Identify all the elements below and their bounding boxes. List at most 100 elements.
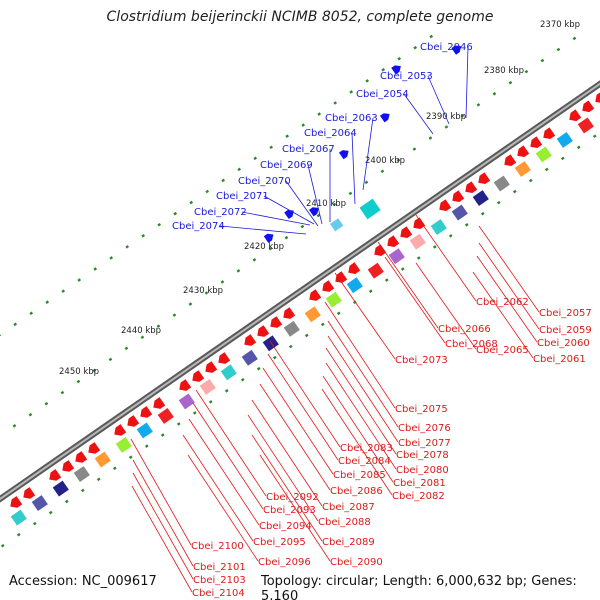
scale-dots-outer (45, 300, 50, 304)
kbp-tick-label: 2430 kbp (183, 286, 223, 296)
scale-dots-outer (269, 145, 274, 150)
colored-feature-box (136, 422, 153, 439)
colored-feature-box (514, 161, 531, 177)
reverse-leader-line (472, 271, 534, 359)
scale-dots-inner (320, 322, 325, 327)
forward-gene-arrow (338, 150, 349, 160)
gene-arrow-shape (439, 199, 452, 211)
scale-dots-inner (112, 466, 117, 471)
gene-arrow-shape (179, 379, 192, 391)
scale-dots-mid (332, 202, 337, 207)
gene-arrow-shape (192, 370, 205, 382)
forward-leader-line (285, 180, 319, 227)
scale-dots-mid (236, 269, 241, 273)
gene-box-shape (430, 219, 447, 236)
reverse-leader-line (192, 402, 264, 510)
gene-arrow-shape (504, 154, 517, 167)
gene-arrow-shape (49, 469, 62, 481)
forward-gene-arrow (284, 209, 294, 220)
scale-dots-outer (205, 189, 210, 194)
reverse-gene-arrow (569, 109, 582, 122)
reverse-leader-line (327, 335, 399, 443)
gene-arrow-shape (309, 289, 322, 301)
colored-feature-box (430, 219, 447, 236)
gene-box-shape (514, 161, 531, 177)
forward-leader-line (465, 46, 469, 119)
reverse-gene-arrow (348, 262, 361, 274)
reverse-gene-label: Cbei_2095 (253, 537, 306, 548)
reverse-gene-label: Cbei_2100 (191, 541, 244, 552)
reverse-gene-arrow (205, 361, 218, 373)
reverse-gene-label: Cbei_2090 (330, 557, 383, 568)
reverse-leader-line (384, 256, 446, 344)
colored-feature-box (199, 378, 216, 395)
gene-box-shape (329, 218, 344, 232)
scale-dots-mid (556, 47, 561, 52)
reverse-gene-label: Cbei_2075 (395, 404, 448, 415)
scale-dots-inner (592, 134, 597, 139)
reverse-gene-arrow (478, 172, 491, 185)
colored-feature-box (94, 451, 111, 468)
colored-feature-box (178, 393, 195, 410)
scale-dots-outer (253, 156, 258, 161)
gene-box-shape (52, 480, 69, 497)
reverse-gene-label: Cbei_2085 (333, 470, 386, 481)
reverse-gene-label: Cbei_2059 (539, 325, 592, 336)
reverse-gene-arrow (49, 469, 62, 481)
scale-dots-inner (176, 422, 181, 426)
gene-arrow-shape (478, 172, 491, 185)
reverse-gene-label: Cbei_2093 (263, 505, 316, 516)
reverse-gene-arrow (335, 271, 348, 283)
reverse-gene-arrow (595, 91, 600, 104)
forward-gene-label: Cbei_2064 (304, 128, 357, 139)
reverse-gene-label: Cbei_2073 (395, 355, 448, 366)
forward-leader-line (219, 225, 307, 235)
reverse-gene-arrow (374, 244, 387, 256)
scale-dots-mid (140, 335, 145, 340)
gene-arrow-shape (391, 65, 401, 75)
gene-arrow-shape (10, 496, 23, 508)
scale-dots-mid (124, 346, 129, 351)
forward-gene-label: Cbei_2053 (380, 71, 433, 82)
gene-box-shape (388, 248, 405, 265)
scale-dots-mid (380, 169, 385, 174)
scale-dots-mid (444, 125, 449, 129)
reverse-gene-label: Cbei_2104 (192, 588, 245, 599)
scale-dots-mid (108, 357, 113, 362)
gene-arrow-shape (374, 244, 387, 256)
scale-dots-inner (400, 267, 405, 271)
reverse-gene-arrow (465, 181, 478, 194)
reverse-gene-label: Cbei_2084 (338, 456, 391, 467)
reverse-gene-arrow (257, 325, 270, 337)
forward-leader-line (427, 75, 450, 125)
reverse-gene-arrow (153, 397, 166, 409)
scale-dots-mid (428, 136, 433, 140)
gene-arrow-shape (127, 415, 140, 427)
scale-dots-outer (413, 45, 418, 50)
scale-dots-inner (240, 377, 245, 382)
colored-feature-box (283, 320, 300, 337)
gene-arrow-shape (338, 150, 349, 160)
gene-box-shape (304, 306, 321, 323)
forward-feature-box (329, 218, 344, 232)
forward-gene-label: Cbei_2069 (260, 160, 313, 171)
reverse-gene-label: Cbei_2080 (396, 465, 449, 476)
scale-dots-inner (384, 278, 389, 282)
gene-arrow-shape (244, 334, 257, 346)
gene-box-shape (556, 132, 573, 148)
scale-dots-inner (560, 156, 565, 161)
reverse-leader-line (415, 214, 477, 302)
reverse-gene-label: Cbei_2077 (398, 438, 451, 449)
gene-box-shape (325, 291, 342, 308)
reverse-leader-line (132, 459, 194, 567)
reverse-leader-line (322, 375, 394, 483)
gene-arrow-shape (569, 109, 582, 122)
scale-dots-mid (188, 302, 193, 306)
reverse-gene-arrow (387, 235, 400, 247)
colored-feature-box (577, 117, 594, 134)
gene-box-shape (241, 349, 258, 366)
forward-gene-arrow (451, 45, 462, 55)
colored-feature-box (325, 291, 342, 308)
scale-dots-outer (141, 234, 146, 238)
reverse-leader-line (195, 389, 267, 497)
